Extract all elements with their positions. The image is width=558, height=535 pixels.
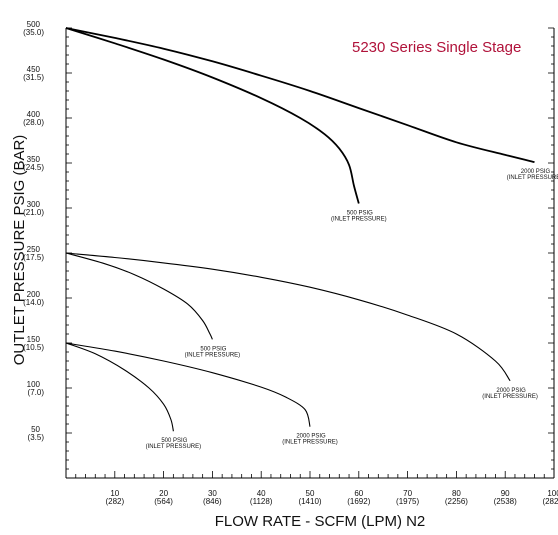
y-tick-label-bar: (14.0)	[23, 298, 44, 307]
pressure-curve	[65, 252, 511, 382]
x-tick-label: 50	[306, 489, 315, 498]
x-tick-label-lpm: (846)	[203, 497, 222, 506]
y-tick-label: 50	[31, 425, 40, 434]
x-tick-label-lpm: (282)	[105, 497, 124, 506]
y-tick-label-bar: (24.5)	[23, 163, 44, 172]
x-tick-label: 100	[547, 489, 558, 498]
curve-label-inlet: 500 PSIG	[161, 438, 187, 444]
y-tick-label: 100	[27, 380, 41, 389]
x-tick-label: 90	[501, 489, 510, 498]
x-tick-label: 80	[452, 489, 461, 498]
curve-label-inlet: 500 PSIG	[347, 211, 373, 217]
x-tick-label: 70	[403, 489, 412, 498]
curve-label-note: (INLET PRESSURE)	[482, 394, 538, 400]
x-tick-label-lpm: (1410)	[298, 497, 321, 506]
curve-label-note: (INLET PRESSURE)	[331, 217, 387, 223]
pressure-curve	[65, 27, 535, 163]
y-tick-label: 200	[27, 290, 41, 299]
pressure-curve	[65, 342, 311, 427]
curve-label-note: (INLET PRESSURE)	[507, 175, 558, 181]
y-tick-label: 350	[27, 155, 41, 164]
x-tick-label: 30	[208, 489, 217, 498]
y-tick-label: 450	[27, 65, 41, 74]
x-tick-label: 10	[110, 489, 119, 498]
x-tick-label: 40	[257, 489, 266, 498]
pressure-curve	[65, 252, 213, 340]
x-tick-label-lpm: (2538)	[494, 497, 517, 506]
x-tick-label: 20	[159, 489, 168, 498]
curve-label-inlet: 2000 PSIG	[521, 169, 551, 175]
y-tick-label-bar: (10.5)	[23, 343, 44, 352]
chart-title: 5230 Series Single Stage	[352, 39, 521, 56]
axis-ticks: 50(3.5)100(7.0)150(10.5)200(14.0)250(17.…	[23, 20, 558, 506]
pressure-curve	[65, 27, 360, 204]
pressure-curves	[65, 27, 535, 432]
x-tick-label-lpm: (1128)	[250, 497, 273, 506]
y-tick-label: 150	[27, 335, 41, 344]
curve-label-inlet: 2000 PSIG	[496, 388, 526, 394]
curve-label-inlet: 500 PSIG	[200, 346, 226, 352]
x-tick-label-lpm: (564)	[154, 497, 173, 506]
y-tick-label-bar: (7.0)	[28, 388, 45, 397]
y-tick-label-bar: (17.5)	[23, 253, 44, 262]
y-tick-label-bar: (31.5)	[23, 73, 44, 82]
y-tick-label: 250	[27, 245, 41, 254]
curve-label-note: (INLET PRESSURE)	[185, 352, 241, 358]
y-axis-title: OUTLET PRESSURE PSIG (BAR)	[11, 135, 28, 366]
curve-label-inlet: 2000 PSIG	[296, 434, 326, 440]
x-tick-label-lpm: (1975)	[396, 497, 419, 506]
y-tick-label: 300	[27, 200, 41, 209]
y-tick-label: 500	[27, 20, 41, 29]
curve-label-note: (INLET PRESSURE)	[146, 444, 202, 450]
x-axis-title: FLOW RATE - SCFM (LPM) N2	[215, 513, 426, 530]
curve-labels: 2000 PSIG(INLET PRESSURE)500 PSIG(INLET …	[146, 169, 558, 450]
y-tick-label: 400	[27, 110, 41, 119]
y-tick-label-bar: (28.0)	[23, 118, 44, 127]
x-tick-label-lpm: (2820)	[542, 497, 558, 506]
x-tick-label: 60	[354, 489, 363, 498]
y-tick-label-bar: (35.0)	[23, 28, 44, 37]
x-tick-label-lpm: (2256)	[445, 497, 468, 506]
pressure-curve	[65, 342, 174, 432]
y-tick-label-bar: (21.0)	[23, 208, 44, 217]
plot-axes	[65, 28, 555, 479]
x-tick-label-lpm: (1692)	[347, 497, 370, 506]
curve-label-note: (INLET PRESSURE)	[282, 440, 338, 446]
y-tick-label-bar: (3.5)	[28, 433, 45, 442]
